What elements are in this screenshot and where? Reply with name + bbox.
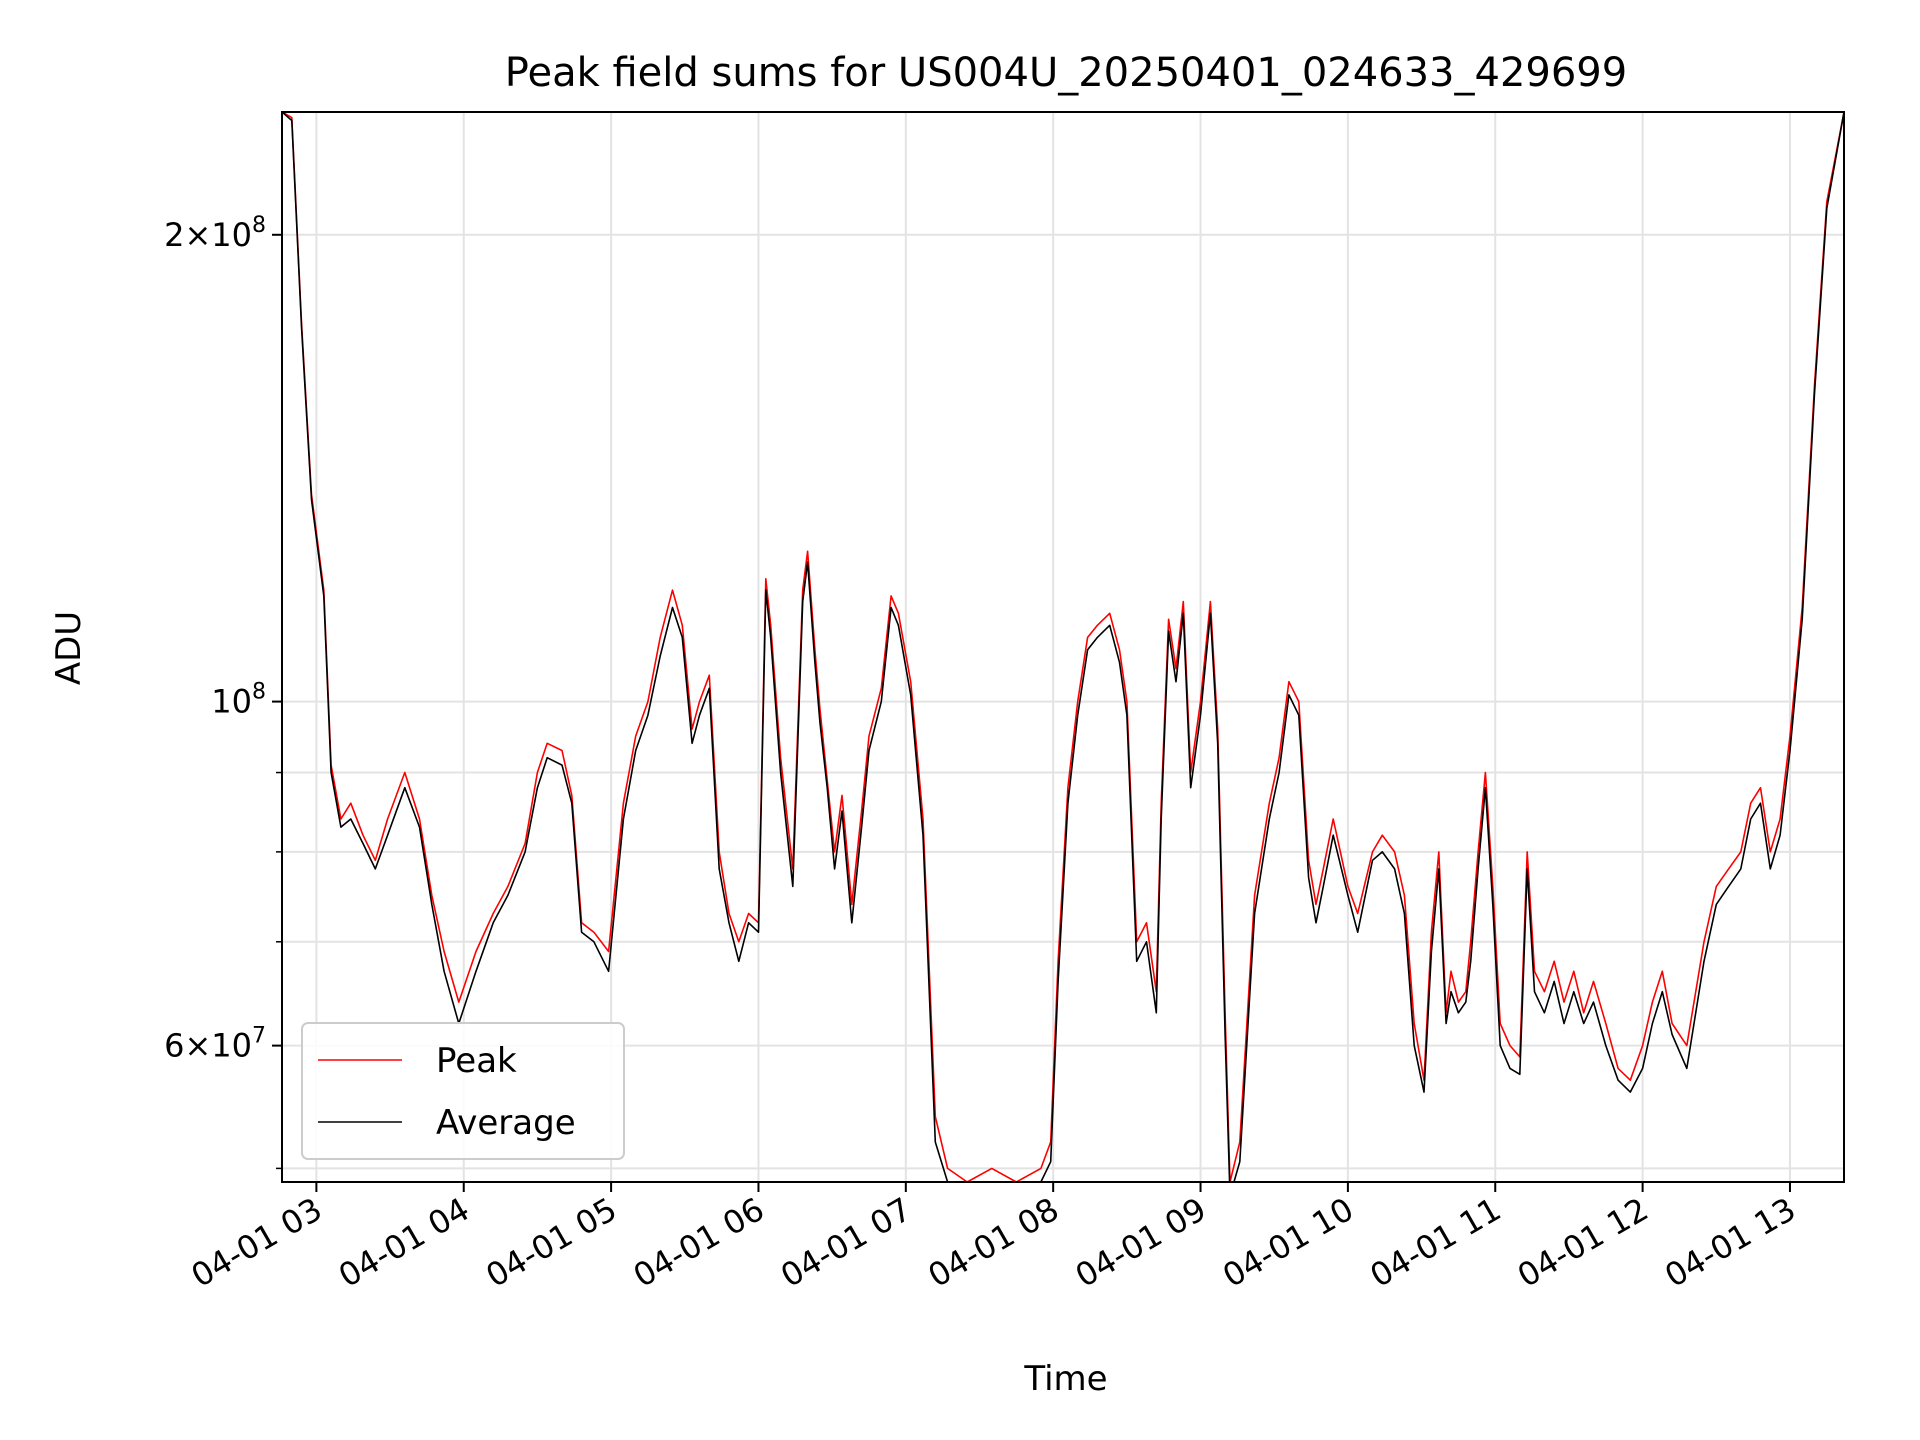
series-line-peak (282, 112, 1844, 1182)
legend-label-peak: Peak (436, 1041, 517, 1081)
y-tick-label: 108 (211, 680, 266, 721)
plot-area: 04-01 03 04-01 04 04-01 05 04-01 06 04-01 07… (164, 111, 1845, 1295)
y-tick-label: 2×108 (164, 213, 266, 254)
series-layer (282, 112, 1844, 1182)
chart-title: Peak field sums for US004U_20250401_0246… (505, 50, 1627, 96)
y-tick-label: 6×107 (164, 1024, 266, 1065)
legend: Peak Average (301, 1022, 625, 1160)
legend-box (301, 1022, 625, 1160)
x-axis-label: Time (1023, 1359, 1107, 1399)
series-line-average (282, 112, 1844, 1182)
y-axis-label: ADU (49, 611, 89, 685)
plot-frame (281, 111, 1845, 1183)
legend-label-average: Average (436, 1103, 576, 1143)
grid-layer (282, 112, 1844, 1182)
plot-background (282, 112, 1844, 1182)
